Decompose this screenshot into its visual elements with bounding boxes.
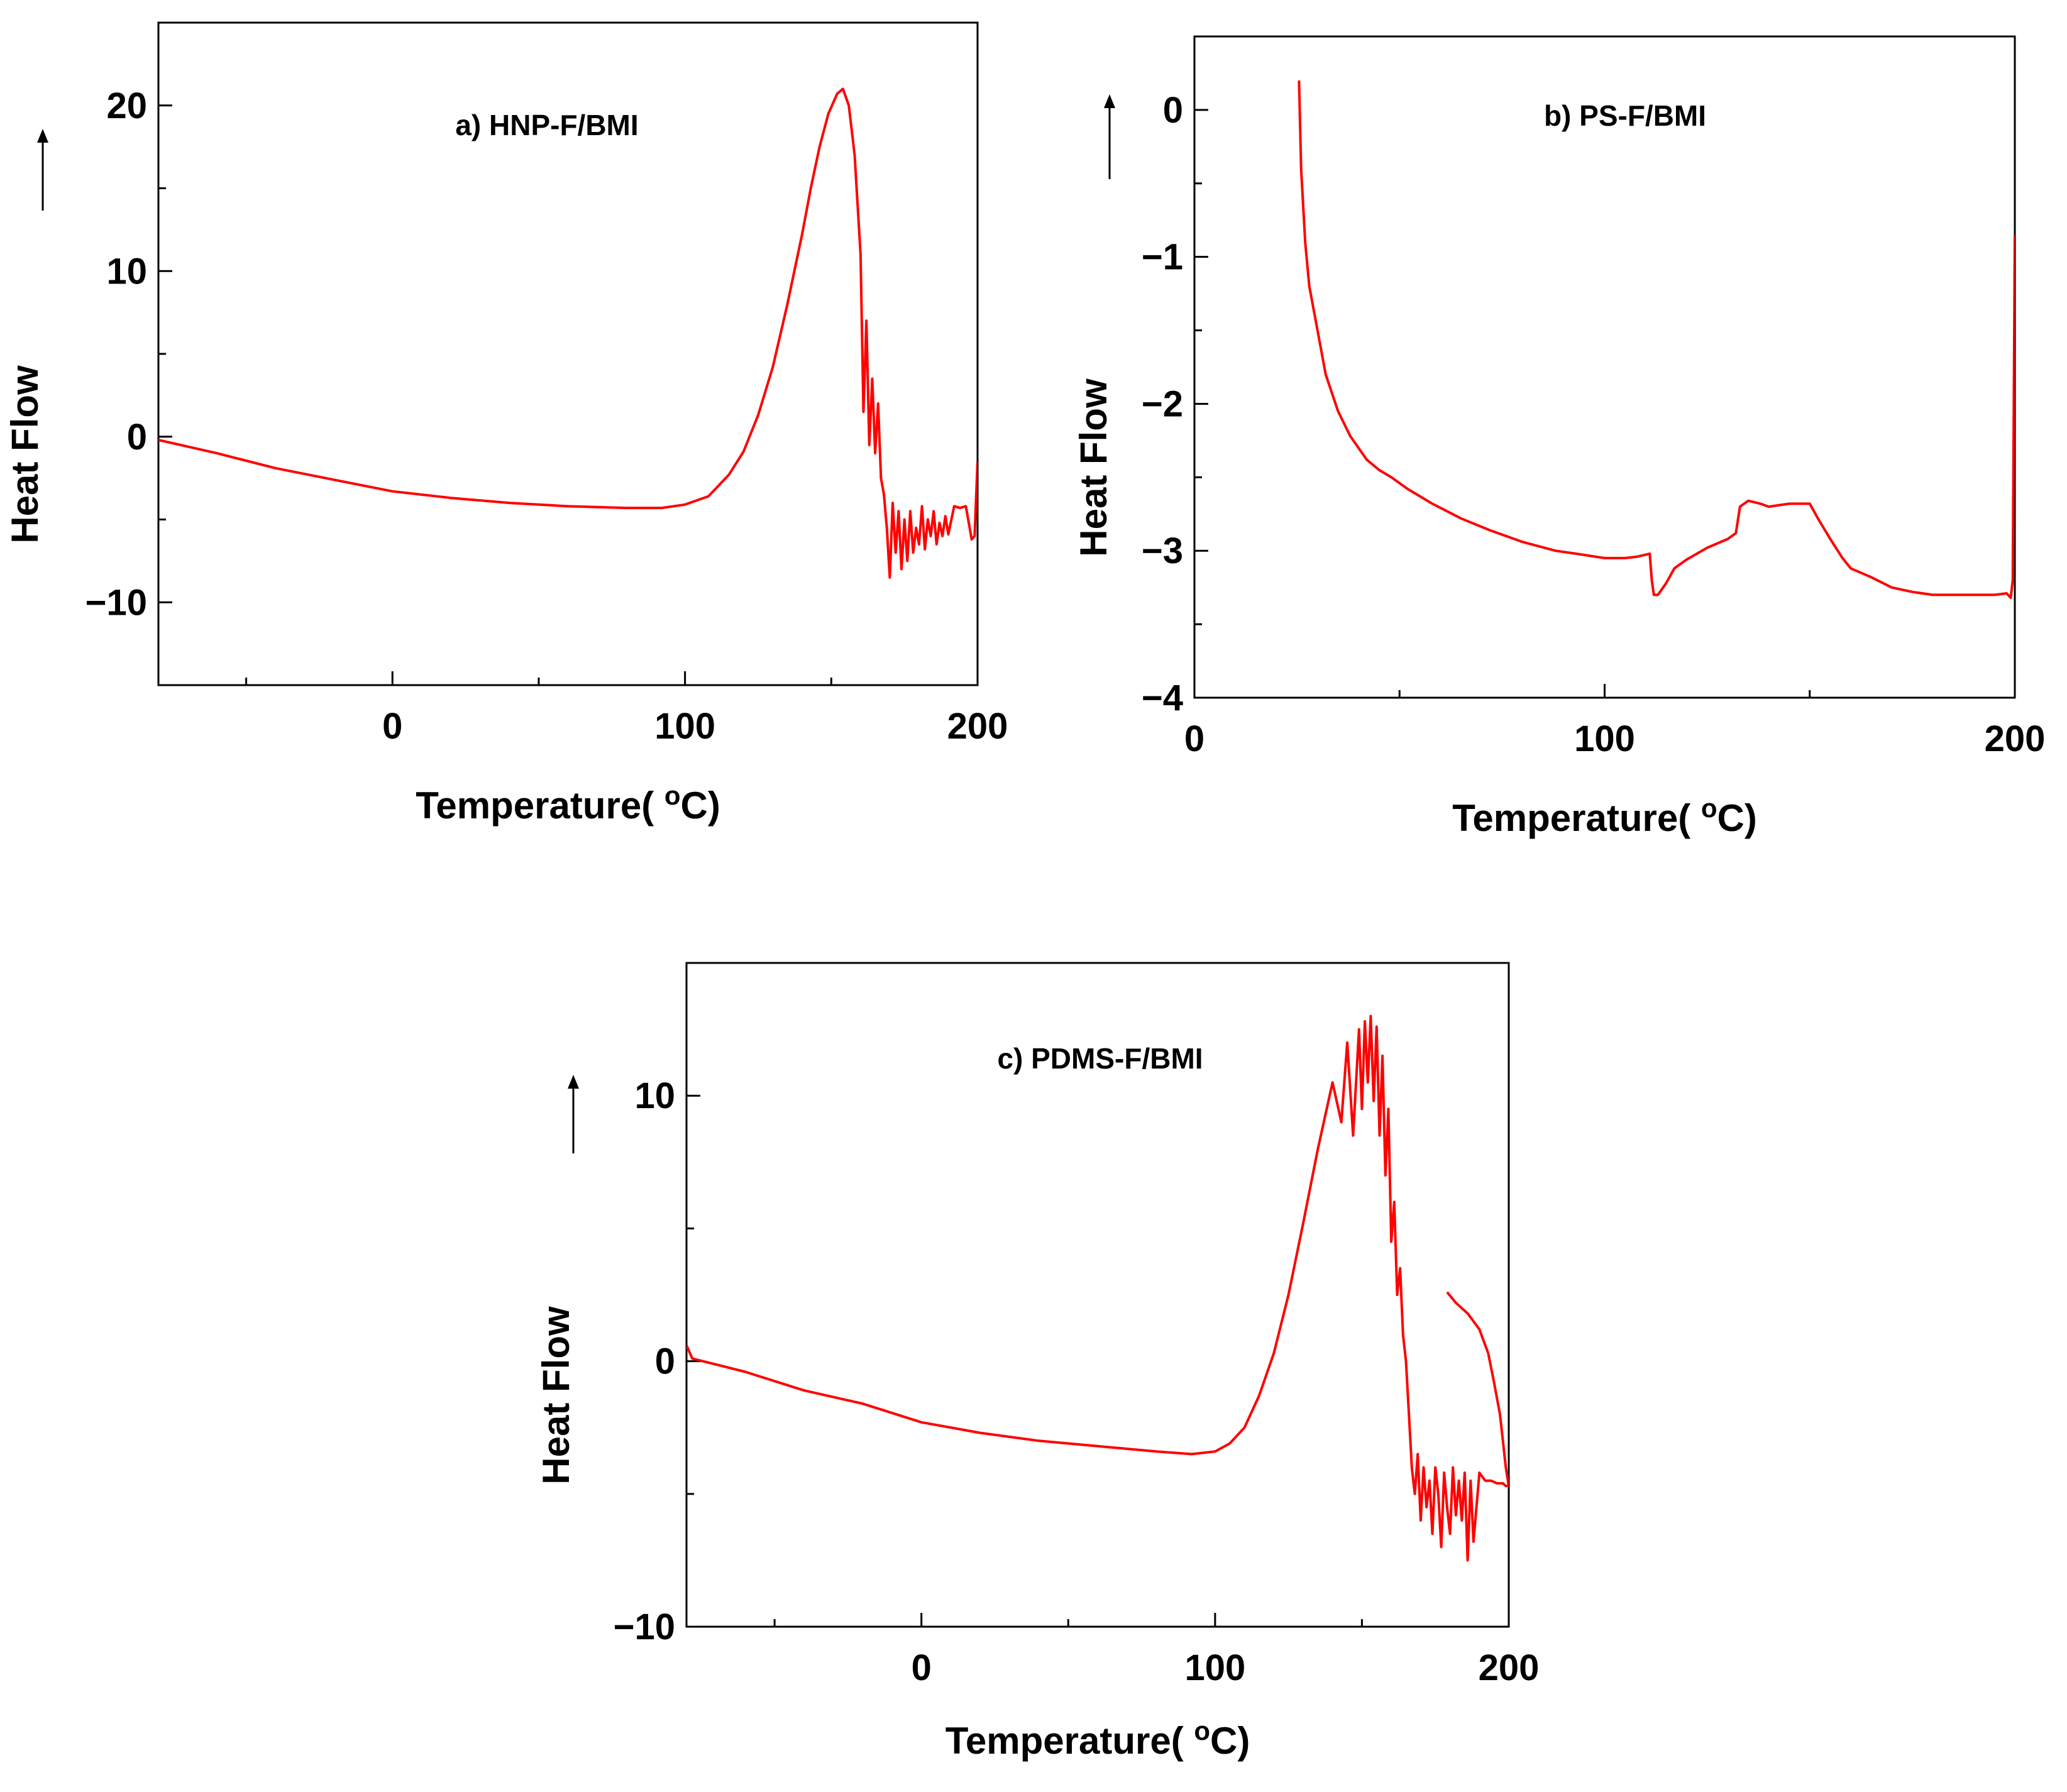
y-tick-label: −10	[614, 1607, 675, 1647]
plot-frame	[1193, 35, 2016, 699]
y-axis-label: Heat Flow	[535, 1306, 577, 1485]
up-arrow-icon	[1104, 94, 1115, 179]
series-line-0	[158, 87, 978, 579]
y-tick-label: −4	[1142, 678, 1183, 718]
y-axis-label: Heat Flow	[1072, 378, 1115, 557]
x-axis-label-degree: o	[1194, 1716, 1210, 1745]
panel-title: b) PS-F/BMI	[1544, 99, 1706, 132]
x-axis-label-unit: C)	[1210, 1720, 1250, 1762]
y-tick-label: 0	[127, 417, 147, 458]
up-arrow-icon	[37, 129, 48, 211]
y-tick-label: 0	[655, 1341, 675, 1382]
x-tick-label: 0	[382, 706, 402, 747]
up-arrow-head	[37, 129, 48, 143]
y-tick-label: 10	[106, 251, 147, 292]
y-tick-label: −1	[1142, 237, 1183, 278]
x-axis-label-unit: C)	[681, 784, 720, 827]
panel-title: a) HNP-F/BMI	[455, 109, 638, 141]
x-axis-label: Temperature( oC)	[1452, 793, 1757, 839]
x-axis-label-unit: C)	[1717, 797, 1757, 839]
chart-panel-c: 0 100 200 −10 0 10 c) PDMS-F/BMI Temperature( o…	[535, 962, 1540, 1762]
chart-panel-b: 0 100 200 −4 −3 −2 −1 0 b) PS-F/BMI Temperature( …	[1072, 35, 2046, 839]
up-arrow-head	[568, 1075, 579, 1089]
series-line-1	[1446, 1291, 1509, 1487]
x-tick-label: 200	[1985, 718, 2046, 759]
x-tick-label: 100	[1184, 1647, 1245, 1688]
x-axis-label: Temperature( oC)	[945, 1716, 1250, 1762]
x-tick-label: 200	[947, 706, 1008, 747]
series-line-0	[1298, 80, 2015, 599]
x-axis-label: Temperature( oC)	[416, 781, 720, 827]
y-axis-label: Heat Flow	[4, 365, 46, 544]
chart-panel-a: 0 100 200 −10 0 10 20 a) HNP-F/BMI Temperature( …	[4, 21, 1008, 827]
x-axis-label-degree: o	[1701, 793, 1717, 823]
up-arrow-icon	[568, 1075, 579, 1153]
y-tick-label: 0	[1163, 90, 1183, 131]
y-tick-label: −2	[1142, 383, 1183, 424]
y-tick-label: 20	[106, 85, 147, 126]
x-axis-label-degree: o	[664, 781, 681, 810]
x-tick-label: 0	[1184, 718, 1204, 759]
panel-title: c) PDMS-F/BMI	[997, 1042, 1203, 1075]
y-tick-label: −3	[1142, 530, 1183, 571]
y-tick-label: −10	[85, 582, 147, 623]
series-line-0	[686, 1014, 1509, 1562]
x-axis-label-main: Temperature(	[416, 784, 664, 827]
plot-frame	[685, 962, 1510, 1628]
y-tick-label: 10	[634, 1075, 675, 1116]
x-tick-label: 100	[654, 706, 715, 747]
up-arrow-head	[1104, 94, 1115, 108]
x-axis-label-main: Temperature(	[945, 1720, 1194, 1762]
x-tick-label: 200	[1479, 1647, 1540, 1688]
x-axis-label-main: Temperature(	[1452, 797, 1701, 839]
x-tick-label: 100	[1574, 718, 1635, 759]
x-tick-label: 0	[912, 1647, 932, 1688]
